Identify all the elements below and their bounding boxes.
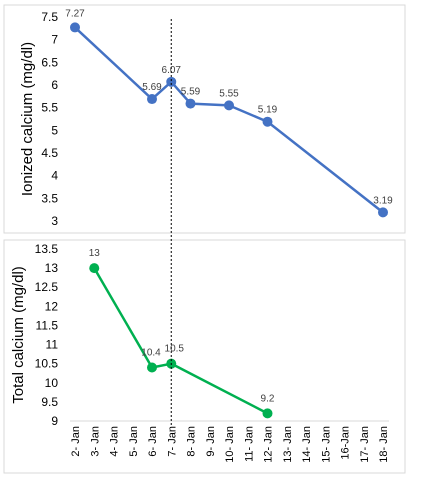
ionized-data-label: 6.07 xyxy=(162,65,182,76)
x-tick-label: 7- Jan xyxy=(166,426,178,457)
ionized-y-tick-label: 4 xyxy=(51,169,58,183)
ionized-y-tick-label: 5.5 xyxy=(41,101,58,115)
total-y-tick-label: 9 xyxy=(51,414,58,428)
total-y-tick-label: 11.5 xyxy=(36,318,59,332)
total-data-label: 9.2 xyxy=(261,393,275,404)
total-data-label: 13 xyxy=(89,248,101,259)
x-tick-label: 14- Jan xyxy=(301,426,313,463)
x-tick-label: 5- Jan xyxy=(128,426,140,457)
ionized-y-tick-label: 6 xyxy=(51,78,58,92)
ionized-data-label: 5.69 xyxy=(142,82,162,93)
total-y-tick-label: 13.5 xyxy=(35,242,59,256)
x-tick-label: 13- Jan xyxy=(282,426,294,463)
x-tick-label: 12- Jan xyxy=(263,426,275,463)
bottom-chart-frame xyxy=(3,239,406,474)
ionized-data-point xyxy=(166,76,177,87)
x-tick-label: 17- Jan xyxy=(359,426,371,463)
ionized-data-point xyxy=(70,22,80,33)
x-tick-label: 18- Jan xyxy=(378,426,390,463)
ionized-data-label: 7.27 xyxy=(65,8,85,19)
x-tick-label: 9- Jan xyxy=(205,426,217,457)
top-chart-frame xyxy=(3,4,406,234)
total-y-tick-label: 12 xyxy=(45,299,59,313)
ionized-y-tick-label: 3 xyxy=(51,214,58,228)
ionized-calcium-chart: 3 3.5 4 4.5 5 5.5 6 6.5 7 7.5 7.27 5.696.07 5.59 5.55… xyxy=(41,8,393,228)
x-tick-label: 15- Jan xyxy=(320,426,332,463)
ionized-data-point xyxy=(224,100,234,111)
total-data-label: 10.5 xyxy=(165,344,185,355)
ionized-data-point xyxy=(185,98,196,109)
ionized-y-tick-label: 5 xyxy=(51,123,58,137)
total-y-tick-label: 11 xyxy=(46,338,59,352)
total-y-tick-label: 9.5 xyxy=(41,395,58,409)
total-data-point xyxy=(147,362,157,373)
total-y-tick-label: 10.5 xyxy=(35,357,59,371)
ionized-data-point xyxy=(262,116,273,127)
ionized-y-tick-label: 3.5 xyxy=(41,191,58,205)
total-calcium-chart: 9 9.5 10 10.5 11 11.5 12 12.5 13 13.5 13 10.4 10.5 9.… xyxy=(35,242,275,428)
ionized-y-tick-label: 4.5 xyxy=(41,146,58,160)
ionized-data-point xyxy=(147,94,157,105)
total-y-tick-label: 13 xyxy=(45,261,59,275)
x-axis: 2- Jan 3- Jan 4- Jan 5- Jan 6- Jan 7- Jan 8- J… xyxy=(70,420,390,463)
x-tick-label: 3- Jan xyxy=(89,426,101,457)
total-y-tick-label: 12.5 xyxy=(35,280,59,294)
x-tick-label: 10- Jan xyxy=(224,426,236,463)
bottom-y-axis-label: Total calcium (mg/dl) xyxy=(10,266,27,404)
total-data-point xyxy=(89,263,100,274)
ionized-data-label: 3.19 xyxy=(373,195,393,206)
ionized-data-label: 5.59 xyxy=(181,87,201,98)
x-tick-label: 2- Jan xyxy=(70,426,82,457)
x-tick-label: 11- Jan xyxy=(243,426,255,462)
x-tick-label: 6- Jan xyxy=(147,426,159,457)
total-series-line xyxy=(93,267,269,415)
total-y-tick-label: 10 xyxy=(45,376,59,390)
total-data-label: 10.4 xyxy=(141,347,161,358)
x-tick-label: 16-Jan xyxy=(340,426,352,460)
x-tick-label: 4- Jan xyxy=(109,426,121,457)
ionized-y-tick-label: 7.5 xyxy=(41,10,58,24)
ionized-data-label: 5.55 xyxy=(219,88,239,99)
total-data-point xyxy=(262,408,273,419)
ionized-y-tick-label: 6.5 xyxy=(41,55,58,69)
ionized-y-tick-label: 7 xyxy=(51,33,58,47)
ionized-data-point xyxy=(378,207,388,218)
top-y-axis-label: Ionized calcium (mg/dl) xyxy=(19,42,36,196)
x-tick-label: 8- Jan xyxy=(186,426,198,457)
ionized-data-label: 5.19 xyxy=(258,105,278,116)
